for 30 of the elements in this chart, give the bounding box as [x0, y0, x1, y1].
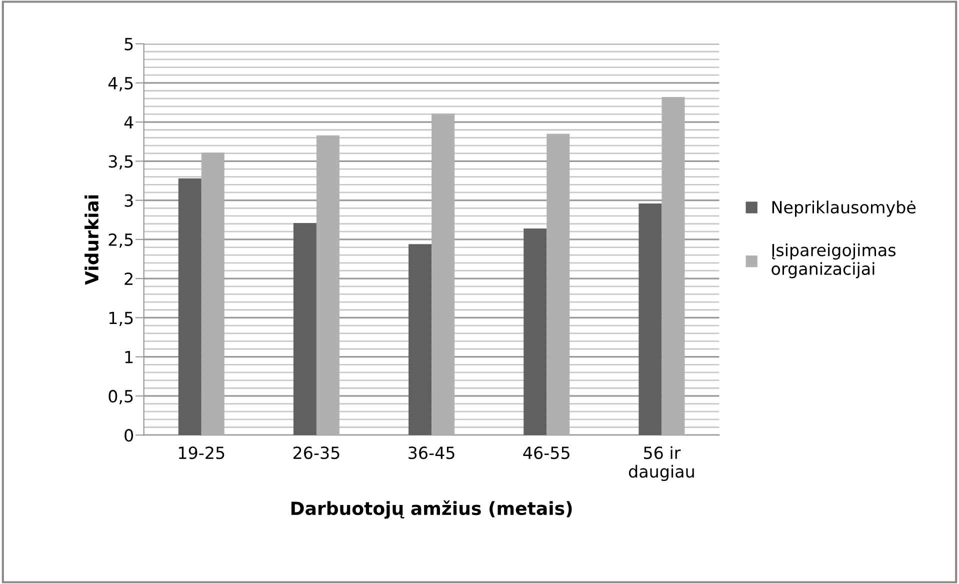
x-tick-label: 36-45	[408, 446, 454, 460]
bar	[432, 113, 455, 436]
y-tick-label: 3,5	[108, 155, 133, 170]
legend-label: Įsipareigojimas organizacijai	[772, 243, 896, 278]
y-tick-label: 3	[124, 194, 133, 207]
x-tick-label: 46-55	[523, 446, 570, 460]
bar	[662, 97, 685, 436]
y-tick-label: 2,5	[108, 233, 133, 248]
bar	[178, 178, 202, 436]
bar	[546, 134, 570, 436]
x-axis-title: Darbuotojų amžius (metais)	[291, 500, 572, 519]
bar	[638, 203, 662, 436]
bar	[524, 228, 547, 436]
bar	[293, 223, 316, 436]
y-tick-label: 5	[124, 38, 133, 50]
y-tick-label: 4,5	[108, 77, 133, 92]
y-tick-label: 2	[124, 272, 132, 285]
x-tick-label: 19-25	[179, 446, 224, 460]
y-tick-label: 4	[124, 116, 134, 128]
bar	[201, 152, 224, 436]
legend-label: Nepriklausomybė	[772, 200, 916, 217]
bar	[316, 135, 340, 436]
y-tick-label: 1	[125, 351, 133, 364]
y-tick-label: 1,5	[109, 312, 133, 326]
y-tick-label: 0	[124, 429, 134, 442]
x-tick-label: 56 ir daugiau	[628, 446, 694, 481]
bar	[408, 244, 432, 436]
x-tick-label: 26-35	[293, 446, 340, 460]
y-tick-label: 0,5	[108, 390, 133, 404]
y-axis-title: Vidurkiai	[84, 195, 99, 285]
